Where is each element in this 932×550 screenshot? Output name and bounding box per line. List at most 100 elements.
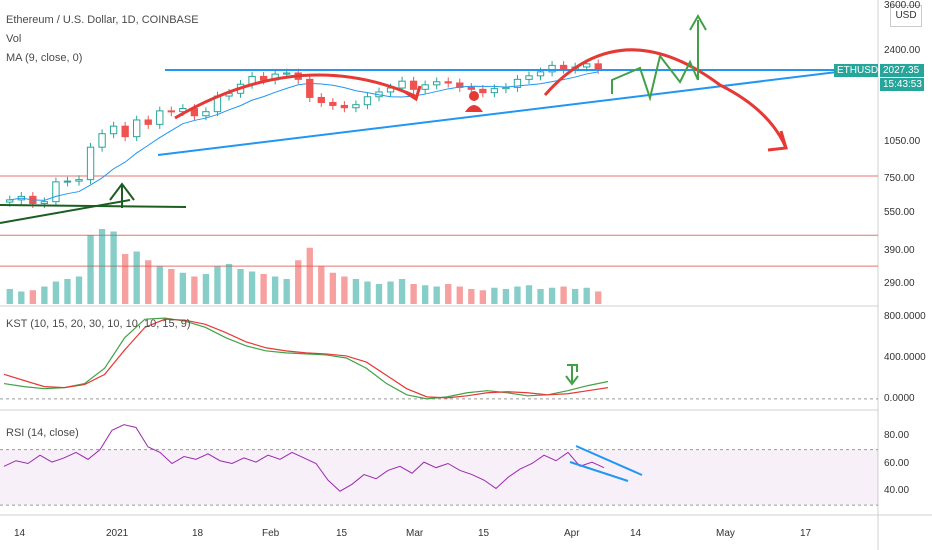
- volume-bar: [87, 235, 94, 304]
- time-axis-tick: 14: [14, 528, 26, 539]
- price-axis-tick: 2400.00: [884, 44, 921, 56]
- candle-body: [329, 101, 337, 106]
- candle-body: [167, 110, 175, 113]
- candle-body: [40, 201, 49, 204]
- volume-bar: [306, 247, 313, 304]
- volume-bar: [525, 285, 533, 304]
- volume-bar: [283, 279, 290, 304]
- time-axis-tick: Mar: [406, 528, 424, 539]
- candle-body: [525, 75, 533, 80]
- currency-button[interactable]: USD: [890, 5, 922, 27]
- volume-bar: [433, 286, 440, 304]
- green-up-arrow-icon: [689, 13, 707, 80]
- candle-body: [133, 119, 141, 138]
- candle-body: [513, 78, 522, 88]
- candle-body: [594, 63, 602, 70]
- pointing-hand-icon: [565, 364, 579, 386]
- drawings-layer: [0, 13, 879, 482]
- kst-label: KST (10, 15, 20, 30, 10, 10, 10, 15, 9): [6, 318, 191, 330]
- volume-bar: [560, 286, 567, 304]
- time-axis-tick: Feb: [262, 528, 280, 539]
- volume-bar: [237, 269, 244, 304]
- red-arc-arrow: [174, 73, 416, 120]
- rsi-axis-tick: 80.00: [884, 429, 910, 441]
- ticker-symbol: ETHUSD: [834, 64, 878, 77]
- candle-body: [352, 104, 360, 109]
- volume-bar: [156, 266, 163, 304]
- volume-bar: [571, 289, 579, 304]
- rsi-upper-trendline: [575, 445, 643, 476]
- candle-body: [559, 64, 568, 70]
- volume-bar: [537, 289, 544, 304]
- candle-body: [156, 110, 164, 125]
- volume-bar: [548, 287, 556, 304]
- candle-body: [52, 181, 60, 203]
- time-axis-tick: 17: [800, 528, 812, 539]
- volume-bar: [41, 286, 48, 304]
- candle-body: [433, 81, 441, 86]
- volume-bar: [468, 289, 475, 304]
- volume-bar: [445, 284, 452, 304]
- candle-body: [363, 96, 372, 106]
- price-axis-tick: 290.00: [884, 277, 915, 289]
- volume-bar: [110, 231, 117, 304]
- volume-bar: [329, 272, 337, 304]
- early-support-line: [0, 199, 131, 224]
- person-icon: [465, 105, 483, 112]
- time-axis-tick: 14: [630, 528, 642, 539]
- candle-body: [98, 133, 106, 148]
- volume-bar: [398, 279, 406, 304]
- kst-line: [3, 317, 609, 400]
- volume-bar: [271, 276, 279, 304]
- volume-bar: [375, 284, 383, 304]
- volume-bar: [225, 264, 233, 304]
- volume-bar: [75, 276, 83, 304]
- volume-bar: [318, 266, 325, 304]
- volume-bar: [6, 289, 13, 304]
- candle-body: [479, 88, 487, 94]
- volume-bar: [295, 260, 302, 304]
- volume-bar: [98, 229, 106, 304]
- early-resistance-line: [0, 204, 187, 208]
- volume-bar: [410, 284, 417, 304]
- ticker-countdown: 15:43:53: [880, 78, 924, 91]
- candle-body: [444, 81, 452, 84]
- candle-body: [317, 96, 325, 103]
- price-axis-tick: 3600.00: [884, 0, 921, 11]
- rising-trendline: [157, 66, 879, 156]
- volume-bar: [179, 272, 187, 304]
- time-axis-tick: 15: [336, 528, 348, 539]
- candle-body: [490, 88, 499, 94]
- chart-title: Ethereum / U.S. Dollar, 1D, COINBASE: [6, 14, 199, 26]
- volume-bar: [133, 251, 140, 304]
- candle-body: [86, 146, 95, 181]
- volume-bar: [421, 285, 429, 304]
- volume-bar: [145, 260, 152, 304]
- red-projection-arrow: [543, 48, 788, 149]
- kst-signal-line: [3, 318, 609, 399]
- candle-body: [583, 63, 591, 68]
- time-axis-tick: 15: [478, 528, 490, 539]
- vol-label: Vol: [6, 33, 22, 45]
- ma-line: [9, 71, 599, 201]
- red-arrowhead-icon: [404, 85, 422, 102]
- price-axis-tick: 1050.00: [884, 135, 921, 147]
- volume-bar: [387, 281, 394, 304]
- time-axis-tick: Apr: [564, 528, 580, 539]
- volume-bar: [514, 286, 521, 304]
- kst-axis-tick: 0.0000: [884, 392, 915, 404]
- volume-bar: [52, 281, 60, 304]
- volume-bar: [260, 274, 267, 304]
- rsi-axis-tick: 40.00: [884, 485, 910, 497]
- rsi-axis-tick: 60.00: [884, 457, 910, 469]
- candle-body: [421, 84, 429, 90]
- volume-bar: [595, 291, 602, 304]
- person-icon: [469, 91, 479, 101]
- volume-bar: [248, 271, 256, 304]
- candle-body: [144, 119, 152, 125]
- green-zigzag-path: [611, 53, 699, 102]
- volume-bar: [341, 276, 348, 304]
- candle-body: [6, 199, 14, 203]
- volume-bar: [191, 276, 198, 304]
